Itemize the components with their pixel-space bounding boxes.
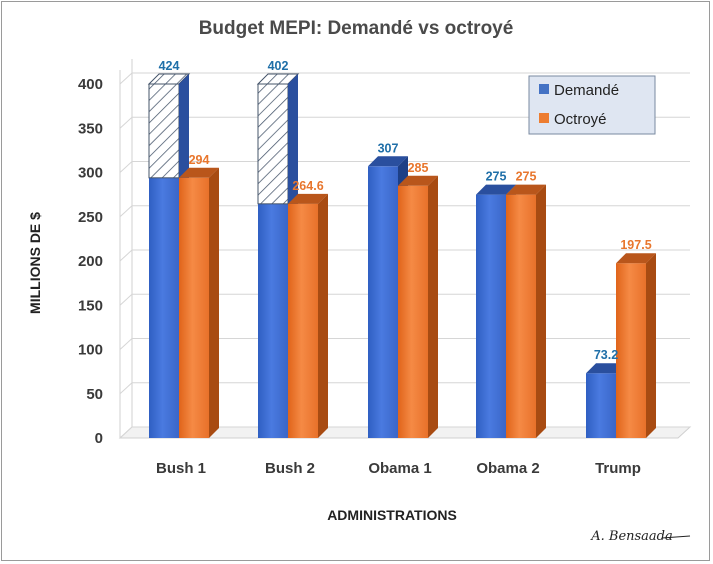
bar-octroye-0-side <box>209 167 219 438</box>
chart-title: Budget MEPI: Demandé vs octroyé <box>199 18 514 39</box>
gridline-diag <box>119 161 133 173</box>
bar-demande-2-front <box>368 166 398 438</box>
data-label-demande: 275 <box>486 170 507 184</box>
bar-octroye-3 <box>506 184 546 438</box>
bars <box>147 73 656 438</box>
y-tick-label: 150 <box>78 297 103 314</box>
legend-label-demande: Demandé <box>554 82 619 99</box>
data-labels: 424 294 402 264.6 307 285 275 275 73.2 197.5 <box>159 59 652 362</box>
y-tick-label: 350 <box>78 120 103 137</box>
y-axis-ticks: 0 50 100 150 200 250 300 350 400 <box>78 76 103 447</box>
bar-octroye-1-top <box>288 193 328 204</box>
bar-octroye-4-front <box>616 263 646 438</box>
x-axis-title: ADMINISTRATIONS <box>327 507 457 523</box>
gridline-diag <box>119 205 133 218</box>
y-tick-label: 400 <box>78 76 103 93</box>
legend-swatch-demande <box>539 84 549 94</box>
data-label-demande: 424 <box>159 59 180 73</box>
bar-octroye-1 <box>288 193 328 438</box>
x-axis-categories: Bush 1 Bush 2 Obama 1 Obama 2 Trump <box>156 460 641 477</box>
bar-octroye-2 <box>398 175 438 438</box>
bar-octroye-2-side <box>428 175 438 438</box>
gridline-diag <box>119 293 133 306</box>
gridline-diag <box>119 72 133 85</box>
data-label-demande: 307 <box>378 141 399 155</box>
y-axis-title: MILLIONS DE $ <box>27 212 43 314</box>
bar-octroye-3-front <box>506 194 536 438</box>
signature-underline <box>661 535 691 539</box>
y-tick-label: 50 <box>86 386 103 403</box>
bar-octroye-2-front <box>398 185 428 438</box>
signature-text: A. Bensaada <box>590 529 673 544</box>
y-tick-label: 250 <box>78 209 103 226</box>
bar-octroye-2-top <box>398 175 438 186</box>
y-tick-label: 100 <box>78 342 103 359</box>
bar-demande-0-front <box>149 177 179 438</box>
legend-swatch-octroye <box>539 113 549 123</box>
data-label-octroye: 294 <box>189 153 210 167</box>
x-category-label: Bush 2 <box>265 460 315 477</box>
x-category-label: Bush 1 <box>156 460 206 477</box>
x-category-label: Obama 1 <box>368 460 431 477</box>
bar-demande-3-front <box>476 194 506 438</box>
bar-octroye-4-side <box>646 253 656 438</box>
gridline-diag <box>119 338 133 350</box>
bar-demande-3-top <box>476 184 516 195</box>
y-tick-label: 200 <box>78 253 103 270</box>
x-category-label: Trump <box>595 460 641 477</box>
legend: Demandé Octroyé <box>528 75 656 135</box>
legend-label-octroye: Octroyé <box>554 111 607 128</box>
bar-octroye-0-front <box>179 177 209 438</box>
bar-octroye-4-top <box>616 253 656 264</box>
bar-octroye-3-top <box>506 184 546 195</box>
signature: A. Bensaada <box>590 529 691 544</box>
data-label-demande: 402 <box>268 59 289 73</box>
bar-demande-4-front <box>586 373 616 438</box>
bar-demande-2-top <box>368 156 408 167</box>
data-label-demande: 73.2 <box>594 348 618 362</box>
y-tick-label: 300 <box>78 165 103 182</box>
data-label-octroye: 197.5 <box>620 238 651 252</box>
bar-octroye-1-front <box>288 203 318 438</box>
data-label-octroye: 264.6 <box>292 179 323 193</box>
gridline-diag <box>119 382 133 395</box>
gridline-diag <box>119 426 133 439</box>
y-tick-label: 0 <box>95 430 103 447</box>
bar-demande-0-overflow <box>148 83 180 179</box>
bar-demande-1-front <box>258 203 288 438</box>
bar-octroye-0-top <box>179 167 219 178</box>
data-label-octroye: 285 <box>408 161 429 175</box>
bar-octroye-4 <box>616 253 656 438</box>
bar-demande-1-overflow <box>257 83 289 205</box>
bar-octroye-1-side <box>318 193 328 438</box>
data-label-octroye: 275 <box>516 170 537 184</box>
gridline-diag <box>119 116 133 129</box>
bar-octroye-3-side <box>536 184 546 438</box>
legend-box <box>528 75 656 135</box>
x-category-label: Obama 2 <box>476 460 539 477</box>
bar-octroye-0 <box>179 167 219 438</box>
gridline-diag <box>119 249 133 262</box>
